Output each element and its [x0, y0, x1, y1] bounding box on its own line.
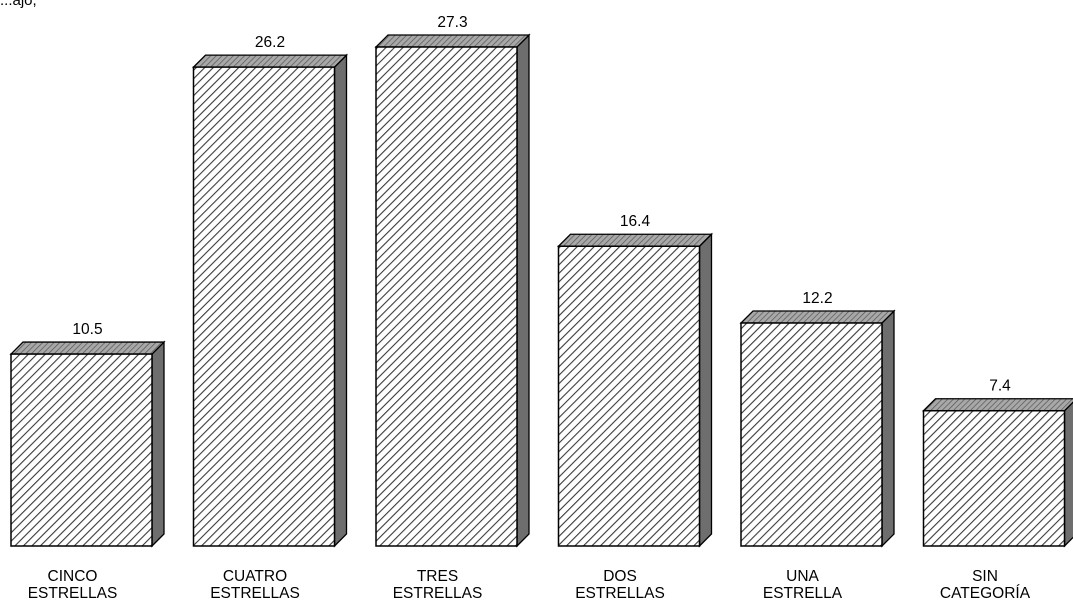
- category-label-line: ESTRELLAS: [27, 585, 118, 602]
- bar-top-face: [921, 398, 1073, 412]
- bar-front-face: [10, 353, 153, 547]
- value-label: 10.5: [72, 321, 102, 338]
- category-label-line: SIN: [972, 568, 998, 585]
- value-label: 27.3: [437, 14, 467, 31]
- bar-0: 10.5: [9, 321, 166, 548]
- bar-front-face: [375, 46, 518, 547]
- category-label-line: ESTRELLAS: [392, 585, 483, 602]
- bar-side-face: [151, 340, 165, 548]
- category-label: DOS ESTRELLAS: [545, 568, 695, 602]
- category-label-line: ESTRELLAS: [210, 585, 300, 602]
- bar-side-face: [516, 33, 530, 548]
- bar-2: 27.3: [374, 14, 531, 548]
- bar-3: 16.4: [556, 213, 714, 548]
- bar-side-face: [698, 232, 713, 548]
- bar-front-face: [557, 245, 701, 547]
- category-label: CUATRO ESTRELLAS: [180, 568, 330, 602]
- category-label-line: CUATRO: [222, 568, 288, 585]
- category-label-line: TRES: [416, 568, 459, 585]
- bar-front-face: [740, 322, 883, 547]
- category-label-line: ESTRELLAS: [575, 585, 665, 602]
- value-label: 16.4: [620, 213, 651, 230]
- category-label: CINCO ESTRELLAS: [0, 568, 148, 602]
- category-label: TRES ESTRELLAS: [363, 568, 513, 602]
- bar-top-face: [374, 34, 531, 48]
- value-label: 12.2: [802, 290, 832, 307]
- category-label-line: ESTRELLA: [762, 585, 843, 602]
- bar-top-face: [739, 310, 896, 324]
- category-label-line: CATEGORÍA: [939, 585, 1031, 602]
- value-label: 26.2: [255, 34, 285, 51]
- bar-side-face: [1063, 401, 1073, 548]
- bar-side-face: [333, 53, 348, 548]
- bar-4: 12.2: [739, 290, 896, 548]
- bars-layer: 10.5 26.2 27.3 16.4 12.2 7.4: [9, 14, 1073, 548]
- category-label: SIN CATEGORÍA: [910, 568, 1060, 602]
- bar-1: 26.2: [191, 34, 349, 548]
- category-label: UNA ESTRELLA: [728, 568, 878, 602]
- category-label-line: DOS: [603, 568, 637, 585]
- header-fragment: ...ajo,: [0, 0, 37, 9]
- bar-front-face: [192, 66, 336, 547]
- category-label-line: UNA: [786, 568, 819, 585]
- bar-side-face: [881, 309, 895, 548]
- bar-front-face: [922, 409, 1066, 547]
- category-label-line: CINCO: [47, 568, 98, 585]
- bar-top-face: [191, 54, 349, 68]
- bar-5: 7.4: [921, 378, 1073, 548]
- bar-top-face: [9, 341, 166, 355]
- bar-top-face: [556, 233, 714, 247]
- value-label: 7.4: [989, 378, 1011, 395]
